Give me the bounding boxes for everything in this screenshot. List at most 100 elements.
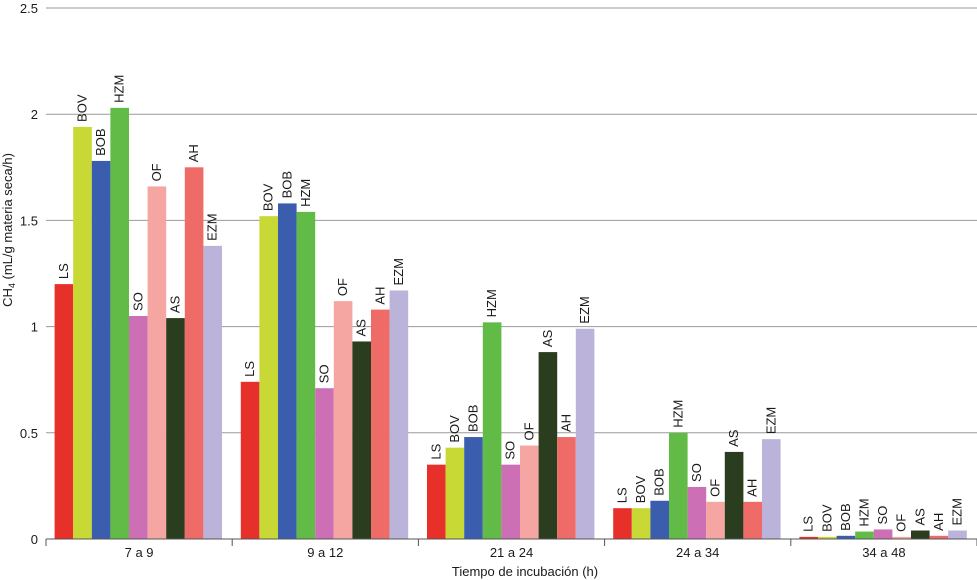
bar-label: BOV [447,415,462,443]
bar-bob [650,500,669,539]
bar-hzm [855,531,874,539]
bar-of [147,186,167,539]
bar-as [166,318,185,539]
x-tick-label: 9 a 12 [307,545,343,560]
x-tick-label: 24 a 34 [676,545,719,560]
x-tick-label: 21 a 24 [490,545,533,560]
bar-ah [557,437,576,539]
bar-ls [427,464,446,539]
bar-label: OF [149,163,164,181]
y-axis-title-rest: (mL/g materia seca/h) [0,153,15,283]
bar-label: AS [168,295,183,313]
bar-ezm [948,530,967,539]
bar-hzm [110,107,129,539]
bar-label: SO [317,364,332,383]
y-axis-title-subscript: 4 [7,283,17,288]
x-axis-title: Tiempo de incubación (h) [452,564,598,579]
bar-label: SO [503,441,518,460]
y-tick-label: 0 [31,532,38,547]
bar-bob [836,535,856,539]
bar-label: EZM [205,213,220,240]
bar-ah [184,167,204,540]
bar-ah [929,535,949,539]
bar-as [911,530,930,539]
bar-label: LS [242,361,257,377]
bar-so [315,388,334,539]
bar-ezm [389,290,409,539]
bar-label: EZM [950,498,965,525]
axes: 0 0.5 1 1.5 2 2.5 7 a 9 9 a 12 21 a 24 24 a 34 34 … [20,1,977,560]
bar-label: EZM [577,296,592,323]
bar-label: BOB [652,468,667,495]
bar-label: BOB [279,171,294,198]
bar-label: AS [912,508,927,526]
bar-label: AS [726,429,741,447]
bar-label: AH [931,513,946,531]
bar-label: BOV [633,475,648,503]
bar-hzm [669,432,688,539]
bar-as [538,352,558,539]
bar-bob [91,160,111,540]
bar-label: AH [559,414,574,432]
bar-of [706,501,725,539]
bar-label: LS [428,443,443,459]
x-tick-label: 7 a 9 [125,545,154,560]
bar-label: HZM [298,179,313,207]
bar-label: SO [689,463,704,482]
bar-label: AH [745,479,760,497]
bar-bov [445,447,465,539]
bar-ezm [762,439,781,539]
bar-of [892,536,911,539]
bar-hzm [482,322,502,539]
y-tick-label: 1 [31,320,38,335]
x-tick-label: 34 a 48 [862,545,905,560]
bar-ls [799,536,818,539]
bar-label: HZM [484,289,499,317]
bar-label: AS [540,329,555,347]
bar-ls [240,381,260,539]
bar-label: EZM [391,258,406,285]
bar-ah [371,309,390,539]
bar-of [520,445,539,539]
bar-as [724,451,744,539]
bar-so [129,315,148,539]
bar-label: LS [615,487,630,503]
y-tick-label: 2.5 [20,1,38,16]
bar-label: BOV [75,94,90,122]
bar-label: BOB [838,503,853,530]
bar-label: BOB [93,128,108,155]
bar-bov [631,508,651,539]
bar-label: HZM [670,400,685,428]
bar-label: SO [130,292,145,311]
bar-label: AH [186,144,201,162]
bar-bob [278,203,297,539]
bar-label: HZM [857,498,872,526]
bar-label: AS [354,319,369,337]
bar-bov [73,126,92,539]
bar-label: LS [56,263,71,279]
bar-label: OF [335,278,350,296]
bar-as [352,341,371,539]
bar-so [501,464,520,539]
bar-so [873,529,893,539]
bar-so [687,486,707,539]
bar-ezm [203,245,222,539]
bar-label: LS [801,516,816,532]
bar-label: BOV [819,504,834,532]
bar-of [333,301,353,539]
bar-label: OF [708,479,723,497]
bar-bov [818,536,837,539]
bar-label: HZM [112,75,127,103]
y-tick-label: 1.5 [20,213,38,228]
bar-hzm [296,211,316,540]
y-axis-title-main: CH [0,288,15,307]
bar-ls [54,284,74,539]
bar-label: BOV [261,183,276,211]
bar-ls [613,508,632,539]
bar-bob [464,437,483,539]
bar-bov [259,216,278,540]
bar-label: SO [875,506,890,525]
bar-label: OF [894,514,909,532]
